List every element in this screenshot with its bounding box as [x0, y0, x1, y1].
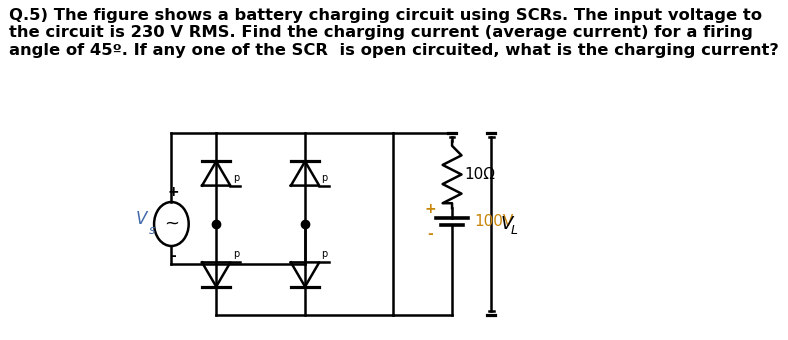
Text: s: s — [149, 223, 156, 237]
Text: +: + — [167, 185, 179, 199]
Text: Q.5) The figure shows a battery charging circuit using SCRs. The input voltage t: Q.5) The figure shows a battery charging… — [9, 8, 779, 58]
Text: p: p — [232, 173, 239, 183]
Text: -: - — [170, 249, 176, 263]
Text: 10Ω: 10Ω — [465, 167, 496, 182]
Text: p: p — [232, 250, 239, 259]
Text: 100V: 100V — [474, 214, 513, 229]
Text: p: p — [322, 250, 328, 259]
Text: ~: ~ — [164, 215, 179, 233]
Text: -: - — [427, 227, 433, 241]
Text: +: + — [424, 202, 436, 216]
Text: V: V — [136, 210, 147, 228]
Text: L: L — [511, 224, 517, 238]
Text: V: V — [501, 215, 513, 233]
Text: p: p — [322, 173, 328, 183]
